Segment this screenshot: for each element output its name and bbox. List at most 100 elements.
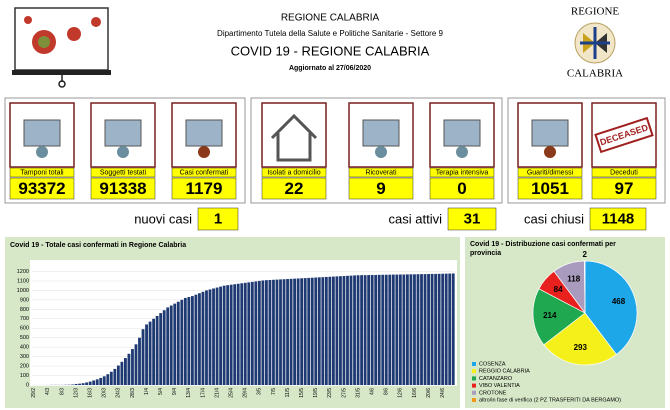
card-label-bg [429,167,495,178]
x-tick-label: 29/4 [243,388,249,398]
icon-shape [375,146,387,158]
region-name: REGIONE CALABRIA [281,13,380,24]
y-tick-label: 500 [20,335,29,341]
card-value-bg [591,177,657,200]
bar [166,307,170,385]
update-date: Aggiornato al 27/06/2020 [289,65,371,72]
bar [314,277,318,385]
bar [331,276,335,385]
icon-shape [198,146,210,158]
card-value-bg [517,177,583,200]
bar [187,297,191,385]
bar [180,299,184,385]
x-tick-label: 28/3 [130,388,136,398]
legend-swatch [472,369,476,374]
bar [360,275,363,385]
bar [183,297,187,385]
group-frame [250,97,503,204]
bar [247,282,251,385]
x-tick-label: 29/2 [31,388,37,398]
icon-shape [544,146,556,158]
bar-chart-title: Covid 19 - Totale casi confermati in Reg… [10,242,186,249]
bar [212,288,215,385]
card-label-bg [90,167,156,178]
bar [296,278,300,385]
x-tick-label: 16/6 [412,388,418,398]
bar [353,275,356,385]
bar [226,285,230,385]
bar [240,283,244,385]
bar [109,371,113,385]
legend-label: REGGIO CALABRIA [479,369,530,375]
bar [205,290,208,385]
icon-shape [117,146,129,158]
bar [261,280,265,385]
bar [152,318,156,385]
bar [300,278,304,385]
bar [233,284,237,385]
bar [250,281,254,385]
card-value: 9 [376,179,385,198]
summary-value: 31 [464,210,481,227]
y-tick-label: 600 [20,326,29,332]
y-tick-label: 200 [20,364,29,370]
x-tick-label: 4/6 [369,388,375,395]
y-tick-label: 700 [20,316,29,322]
x-tick-label: 25/4 [228,388,234,398]
card-label: Ricoverati [365,170,397,177]
legend-swatch [472,398,476,402]
bar [257,280,261,385]
bar [236,283,240,385]
x-tick-label: 9/4 [172,388,178,395]
legend-label: VIBO VALENTIA [479,383,520,389]
bar [162,310,166,385]
legend-swatch [472,390,476,395]
bar [317,277,321,385]
bar [127,353,131,385]
card-value: 0 [457,179,466,198]
stamp-frame [594,116,654,154]
card-value: 1179 [186,179,223,198]
bar [88,381,92,385]
bar [229,284,233,385]
bar [406,274,409,385]
y-tick-label: 1000 [17,288,29,294]
bar [339,276,342,385]
x-tick-label: 20/3 [102,388,108,398]
card-value: 93372 [18,179,65,198]
x-tick-label: 16/3 [87,388,93,398]
card-value: 1051 [531,179,569,198]
icon-shape [36,146,48,158]
bar [279,279,282,385]
bar [95,379,99,385]
bar [106,374,110,385]
card-label-bg [261,167,327,178]
bar [370,274,374,385]
dashboard-title: COVID 19 - REGIONE CALABRIA [231,43,430,58]
legend-label: CATANZARO [479,376,513,382]
y-tick-label: 1100 [17,278,29,284]
summary-box [197,207,239,231]
x-tick-label: 21/4 [214,388,220,398]
card-label-bg [517,167,583,178]
pie-value-label: 84 [554,285,563,294]
bar [282,279,286,385]
bar [208,289,212,385]
icon [104,119,142,158]
bar [388,274,392,385]
icon [362,119,400,158]
pie-value-label: 2 [582,250,587,259]
bar [194,294,198,385]
x-tick-label: 8/6 [384,388,390,395]
summary-box [589,207,647,231]
y-tick-label: 1200 [17,269,29,275]
bar [222,285,226,385]
card-value-bg [90,177,156,200]
bar [286,279,289,385]
icon-shape [185,119,223,147]
bar [310,277,314,385]
y-tick-label: 800 [20,307,29,313]
group-frame [507,97,666,204]
icon-frame [591,102,657,168]
department: Dipartimento Tutela della Salute e Polit… [217,29,443,38]
